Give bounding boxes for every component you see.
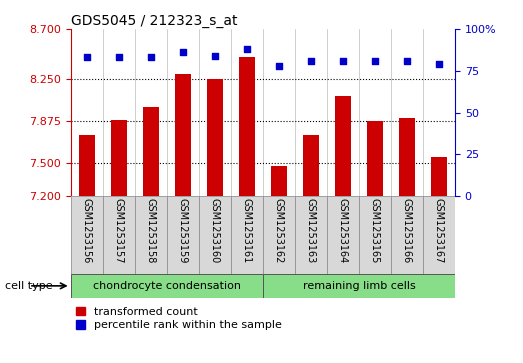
Text: GSM1253162: GSM1253162 <box>274 198 284 264</box>
Bar <box>175 74 191 196</box>
Bar <box>263 274 455 298</box>
Bar <box>367 121 383 196</box>
Bar <box>167 196 199 274</box>
Bar <box>71 274 263 298</box>
Text: remaining limb cells: remaining limb cells <box>302 281 415 291</box>
Bar <box>271 166 287 196</box>
Bar <box>295 196 327 274</box>
Point <box>146 54 155 60</box>
Bar <box>399 118 415 196</box>
Bar <box>135 196 167 274</box>
Point <box>371 58 379 64</box>
Text: GSM1253164: GSM1253164 <box>338 198 348 264</box>
Legend: transformed count, percentile rank within the sample: transformed count, percentile rank withi… <box>76 307 282 330</box>
Bar <box>143 107 158 196</box>
Bar <box>327 196 359 274</box>
Point <box>178 49 187 55</box>
Bar <box>231 196 263 274</box>
Bar <box>263 196 295 274</box>
Bar <box>71 196 103 274</box>
Text: GSM1253167: GSM1253167 <box>434 198 444 264</box>
Bar <box>239 57 255 196</box>
Point <box>403 58 411 64</box>
Text: chondrocyte condensation: chondrocyte condensation <box>93 281 241 291</box>
Text: cell type: cell type <box>5 281 53 291</box>
Text: GSM1253161: GSM1253161 <box>242 198 252 264</box>
Text: GSM1253163: GSM1253163 <box>306 198 316 264</box>
Bar <box>431 157 447 196</box>
Bar <box>103 196 135 274</box>
Bar <box>199 196 231 274</box>
Text: GSM1253159: GSM1253159 <box>178 198 188 264</box>
Text: GSM1253165: GSM1253165 <box>370 198 380 264</box>
Text: GSM1253166: GSM1253166 <box>402 198 412 264</box>
Bar <box>207 79 223 196</box>
Point <box>339 58 347 64</box>
Text: GSM1253160: GSM1253160 <box>210 198 220 264</box>
Text: GSM1253157: GSM1253157 <box>113 198 123 264</box>
Point <box>275 63 283 69</box>
Bar <box>391 196 423 274</box>
Text: GSM1253156: GSM1253156 <box>82 198 92 264</box>
Point <box>243 46 251 52</box>
Text: GSM1253158: GSM1253158 <box>146 198 156 264</box>
Point <box>435 61 443 67</box>
Point <box>115 54 123 60</box>
Bar <box>78 135 95 196</box>
Bar <box>303 135 319 196</box>
Text: GDS5045 / 212323_s_at: GDS5045 / 212323_s_at <box>71 14 237 28</box>
Bar <box>423 196 455 274</box>
Bar <box>335 96 351 196</box>
Point <box>83 54 91 60</box>
Bar <box>111 120 127 196</box>
Bar <box>359 196 391 274</box>
Point <box>306 58 315 64</box>
Point <box>211 53 219 59</box>
